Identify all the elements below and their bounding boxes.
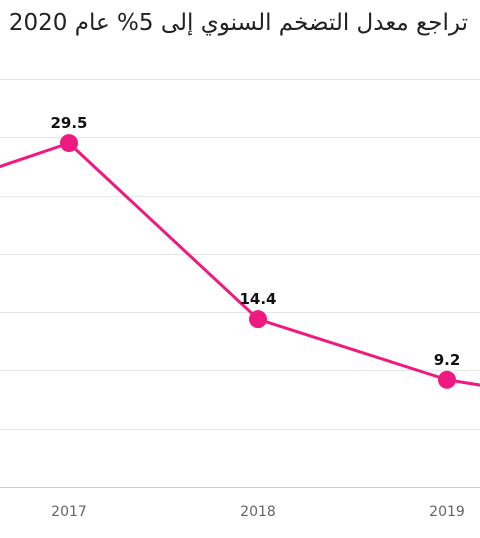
data-label: 14.4 [239, 290, 276, 308]
data-point [249, 310, 267, 329]
data-labels: 9.2 14.4 29.5 [50, 114, 460, 369]
data-point [438, 370, 456, 389]
x-tick-label: 2017 [51, 504, 87, 520]
data-points [60, 134, 456, 389]
chart-title: تراجع معدل التضخم السنوي إلى 5% عام 2020 [8, 10, 468, 36]
grid-lines [0, 79, 480, 430]
data-label: 29.5 [50, 114, 87, 132]
data-label: 9.2 [434, 351, 461, 369]
x-tick-labels: 2019 2018 2017 [51, 504, 465, 520]
x-tick-label: 2019 [429, 504, 465, 520]
x-tick-label: 2018 [240, 504, 276, 520]
data-point [60, 134, 78, 153]
